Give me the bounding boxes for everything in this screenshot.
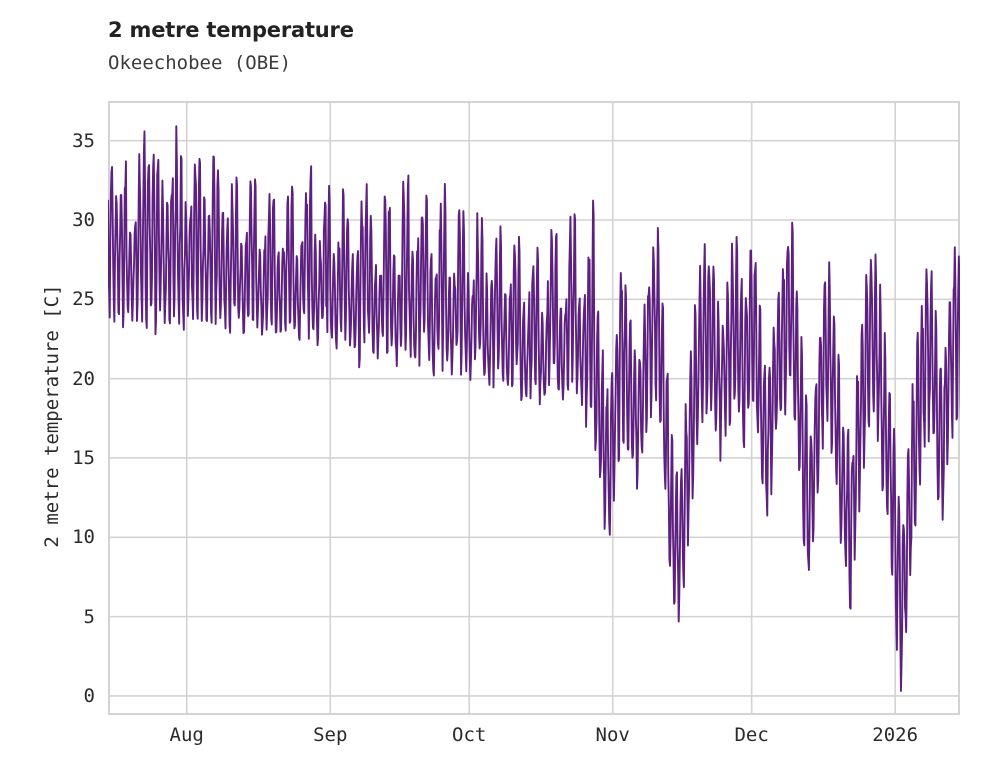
x-axis-tick-label: Oct xyxy=(452,724,487,746)
chart-subtitle: Okeechobee (OBE) xyxy=(108,52,292,74)
x-axis-tick-label: 2026 xyxy=(872,724,919,746)
y-axis-tick-label: 10 xyxy=(72,526,95,549)
x-axis-tick-label: Aug xyxy=(169,724,204,746)
y-axis-tick-label: 0 xyxy=(83,684,95,707)
y-axis-tick-label: 15 xyxy=(72,446,95,469)
temperature-line xyxy=(108,125,960,692)
y-axis-tick-label: 20 xyxy=(72,367,95,390)
plot-area xyxy=(108,101,960,715)
y-axis-tick-label: 5 xyxy=(83,605,95,628)
y-axis-tick-labels: 0 5 10 15 20 25 30 35 xyxy=(0,0,95,782)
chart-title: 2 metre temperature xyxy=(108,18,354,42)
y-axis-tick-label: 30 xyxy=(72,208,95,231)
x-axis-tick-label: Sep xyxy=(313,724,348,746)
y-axis-tick-label: 25 xyxy=(72,288,95,311)
temperature-series xyxy=(108,125,960,692)
x-axis-tick-label: Dec xyxy=(734,724,769,746)
x-axis-tick-label: Nov xyxy=(595,724,630,746)
y-axis-tick-label: 35 xyxy=(72,129,95,152)
